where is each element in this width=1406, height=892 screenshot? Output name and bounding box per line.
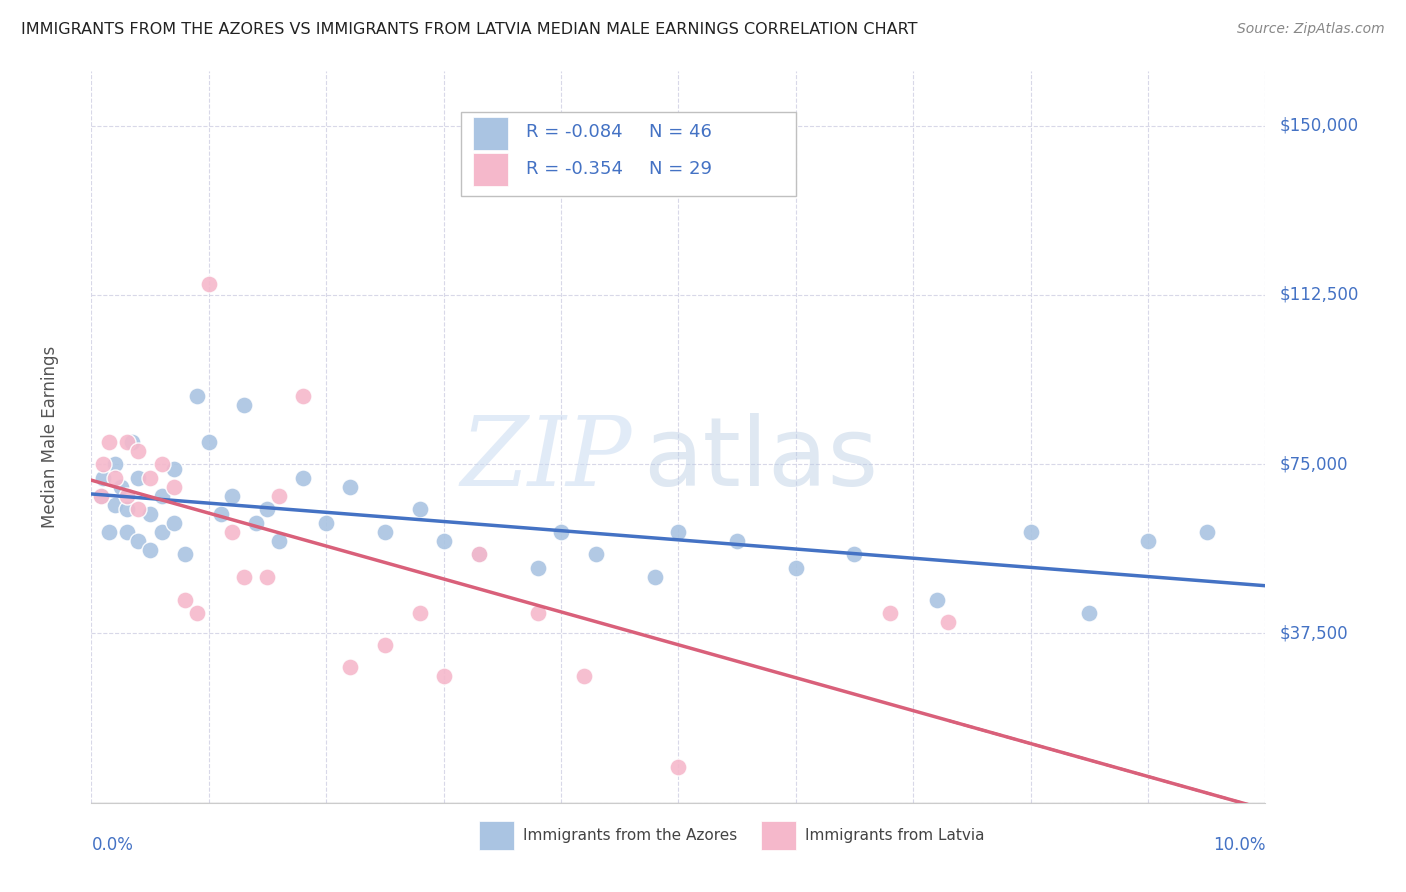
Point (1078, 606, 1101, 620)
Point (139, 507, 162, 521)
Point (432, 533, 454, 548)
Point (221, 524, 243, 539)
Text: Source: ZipAtlas.com: Source: ZipAtlas.com (1237, 22, 1385, 37)
Point (666, 524, 689, 539)
Point (91, 471, 114, 485)
Text: 0.0%: 0.0% (91, 836, 134, 854)
Bar (761, 821, 796, 850)
Point (550, 524, 572, 539)
Point (121, 434, 143, 449)
Point (269, 489, 291, 503)
Point (221, 489, 243, 503)
Point (256, 570, 278, 584)
Text: Median Male Earnings: Median Male Earnings (41, 346, 59, 528)
Point (150, 524, 173, 539)
Point (197, 434, 219, 449)
Point (374, 524, 396, 539)
Point (104, 471, 127, 485)
Point (938, 615, 960, 630)
Point (115, 434, 138, 449)
Point (150, 457, 173, 471)
Point (127, 471, 149, 485)
Point (409, 606, 432, 620)
Point (90, 489, 112, 503)
Point (409, 502, 432, 516)
Text: N = 46: N = 46 (650, 123, 711, 141)
Bar (479, 821, 515, 850)
Text: IMMIGRANTS FROM THE AZORES VS IMMIGRANTS FROM LATVIA MEDIAN MALE EARNINGS CORREL: IMMIGRANTS FROM THE AZORES VS IMMIGRANTS… (21, 22, 918, 37)
Point (162, 516, 184, 530)
Point (585, 548, 607, 562)
Text: atlas: atlas (643, 412, 879, 506)
Text: 10.0%: 10.0% (1213, 836, 1265, 854)
Text: $37,500: $37,500 (1279, 624, 1348, 642)
Point (291, 389, 314, 403)
Point (174, 592, 197, 607)
Point (91, 457, 114, 471)
Text: Immigrants from Latvia: Immigrants from Latvia (806, 828, 984, 843)
Point (644, 570, 666, 584)
Point (844, 548, 866, 562)
Text: $75,000: $75,000 (1279, 455, 1348, 473)
Point (1136, 533, 1159, 548)
Point (115, 502, 138, 516)
Text: Immigrants from the Azores: Immigrants from the Azores (523, 828, 738, 843)
Bar (472, 117, 508, 150)
Point (174, 548, 197, 562)
Point (526, 561, 548, 575)
Point (256, 502, 278, 516)
Point (315, 516, 337, 530)
Point (339, 480, 361, 494)
Point (269, 533, 291, 548)
Point (879, 606, 901, 620)
Point (139, 543, 162, 558)
Point (150, 489, 173, 503)
Text: $150,000: $150,000 (1279, 117, 1358, 135)
Point (666, 760, 689, 774)
Point (127, 533, 149, 548)
Point (925, 592, 948, 607)
Point (725, 533, 748, 548)
Point (1195, 524, 1218, 539)
Point (785, 561, 807, 575)
Point (162, 461, 184, 475)
Point (197, 277, 219, 291)
Point (98, 434, 121, 449)
Text: R = -0.354: R = -0.354 (526, 160, 623, 178)
Point (104, 498, 127, 512)
Point (291, 471, 314, 485)
Point (468, 548, 491, 562)
Point (110, 480, 132, 494)
Point (233, 570, 256, 584)
Point (468, 548, 491, 562)
FancyBboxPatch shape (461, 112, 796, 195)
Text: $112,500: $112,500 (1279, 285, 1358, 304)
Point (104, 457, 127, 471)
Point (127, 502, 149, 516)
Point (209, 507, 232, 521)
Text: R = -0.084: R = -0.084 (526, 123, 623, 141)
Point (526, 606, 548, 620)
Text: ZIP: ZIP (460, 412, 631, 506)
Point (186, 389, 208, 403)
Point (127, 443, 149, 458)
Point (233, 399, 256, 413)
Text: N = 29: N = 29 (650, 160, 711, 178)
Point (432, 669, 454, 683)
Point (139, 471, 162, 485)
Point (186, 606, 208, 620)
Point (90, 489, 112, 503)
Point (1019, 524, 1042, 539)
Point (162, 480, 184, 494)
Point (115, 489, 138, 503)
Point (245, 516, 267, 530)
Point (374, 638, 396, 652)
Bar (472, 153, 508, 186)
Point (98, 524, 121, 539)
Point (339, 660, 361, 674)
Point (574, 669, 596, 683)
Point (115, 524, 138, 539)
